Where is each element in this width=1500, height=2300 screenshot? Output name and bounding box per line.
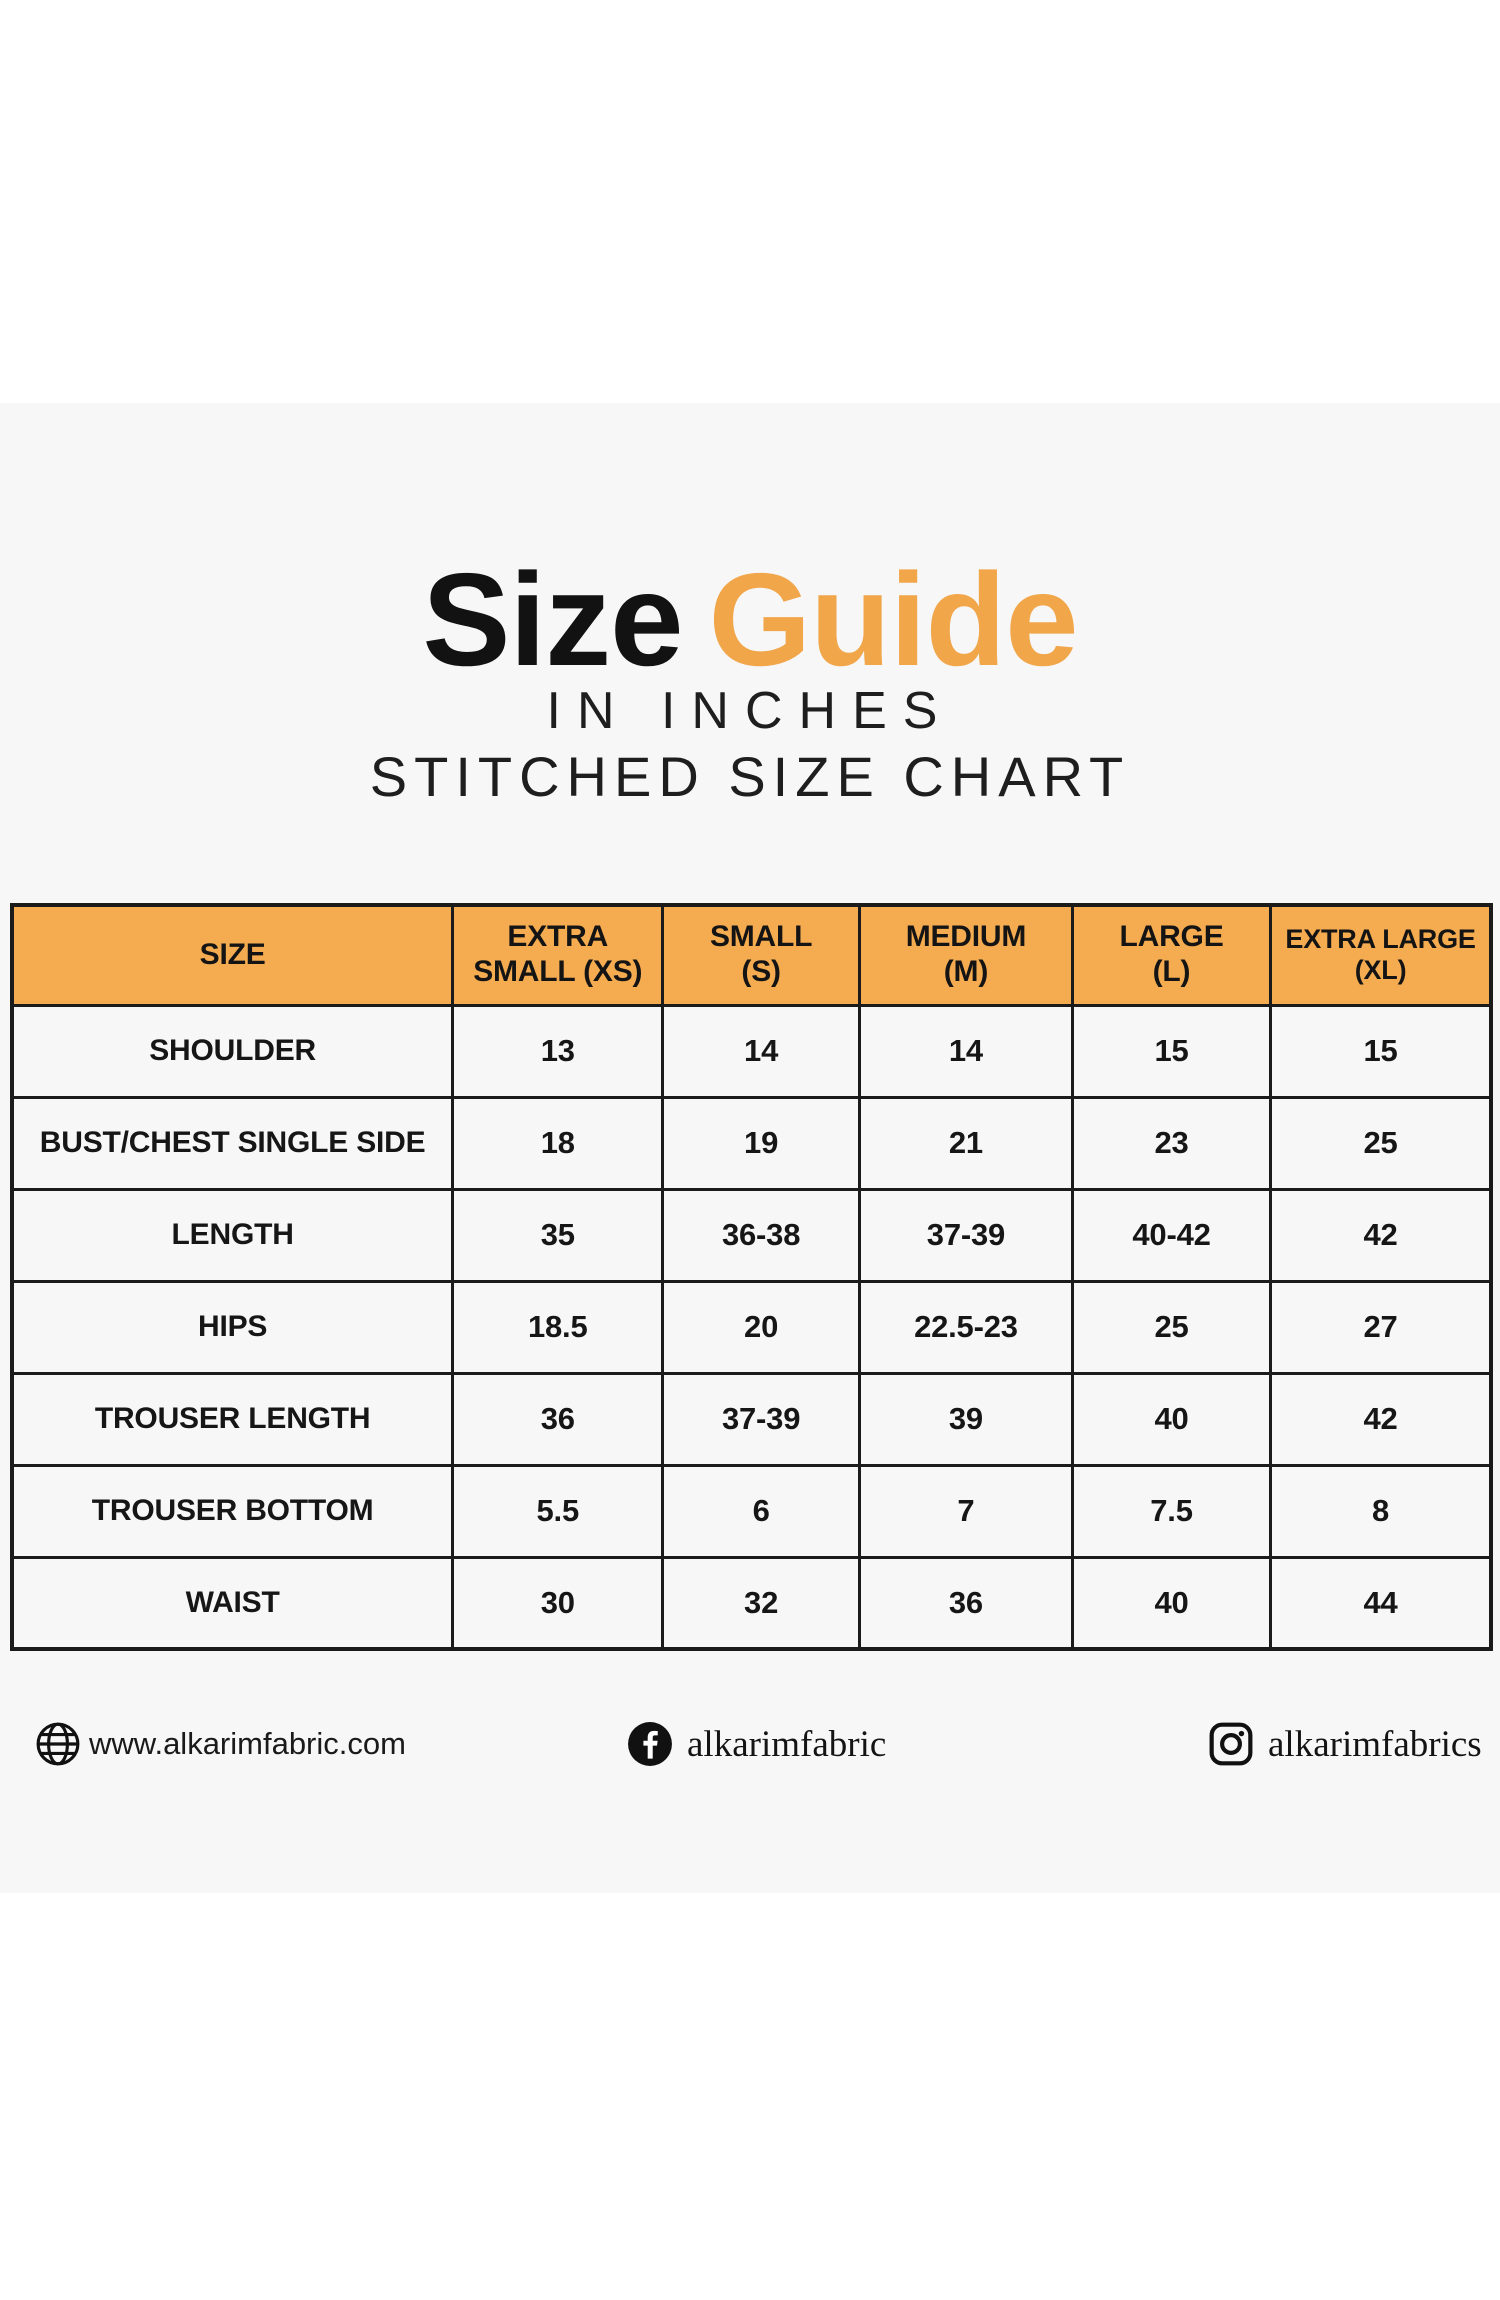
size-table: SIZE EXTRA SMALL (XS) SMALL (S) MEDIUM (…: [10, 903, 1493, 1651]
value-cell: 18: [451, 1095, 665, 1191]
footer-website: www.alkarimfabric.com: [35, 1712, 406, 1776]
row-label-cell: WAIST: [10, 1555, 455, 1651]
value-cell: 35: [451, 1187, 665, 1283]
value-cell: 37-39: [661, 1371, 861, 1467]
value-cell: 25: [1269, 1095, 1493, 1191]
table-row: LENGTH 35 36-38 37-39 40-42 42: [10, 1187, 1493, 1283]
value-cell: 36: [451, 1371, 665, 1467]
facebook-icon: [628, 1722, 672, 1766]
instagram-handle: alkarimfabrics: [1268, 1723, 1482, 1765]
value-cell: 7: [857, 1463, 1074, 1559]
value-cell: 32: [661, 1555, 861, 1651]
value-cell: 5.5: [451, 1463, 665, 1559]
row-label-cell: TROUSER BOTTOM: [10, 1463, 455, 1559]
footer-facebook: alkarimfabric: [627, 1712, 886, 1776]
value-cell: 22.5-23: [857, 1279, 1074, 1375]
header-cell-size: SIZE: [10, 903, 455, 1007]
value-cell: 20: [661, 1279, 861, 1375]
value-cell: 19: [661, 1095, 861, 1191]
row-label-cell: BUST/CHEST SINGLE SIDE: [10, 1095, 455, 1191]
value-cell: 36-38: [661, 1187, 861, 1283]
value-cell: 25: [1070, 1279, 1273, 1375]
header-cell-xl: EXTRA LARGE (XL): [1269, 903, 1493, 1007]
value-cell: 37-39: [857, 1187, 1074, 1283]
page-title: Size Guide: [0, 545, 1500, 697]
value-cell: 6: [661, 1463, 861, 1559]
row-label-cell: SHOULDER: [10, 1003, 455, 1099]
value-cell: 18.5: [451, 1279, 665, 1375]
value-cell: 40-42: [1070, 1187, 1273, 1283]
subtitle-chart: STITCHED SIZE CHART: [369, 745, 1131, 808]
header-cell-xs: EXTRA SMALL (XS): [451, 903, 665, 1007]
value-cell: 40: [1070, 1371, 1273, 1467]
globe-icon: [36, 1722, 80, 1766]
value-cell: 14: [857, 1003, 1074, 1099]
value-cell: 40: [1070, 1555, 1273, 1651]
table-row: TROUSER BOTTOM 5.5 6 7 7.5 8: [10, 1463, 1493, 1559]
value-cell: 42: [1269, 1187, 1493, 1283]
table-row: BUST/CHEST SINGLE SIDE 18 19 21 23 25: [10, 1095, 1493, 1191]
value-cell: 14: [661, 1003, 861, 1099]
value-cell: 42: [1269, 1371, 1493, 1467]
table-header-row: SIZE EXTRA SMALL (XS) SMALL (S) MEDIUM (…: [10, 903, 1493, 1007]
value-cell: 44: [1269, 1555, 1493, 1651]
table-row: TROUSER LENGTH 36 37-39 39 40 42: [10, 1371, 1493, 1467]
value-cell: 15: [1070, 1003, 1273, 1099]
value-cell: 39: [857, 1371, 1074, 1467]
value-cell: 7.5: [1070, 1463, 1273, 1559]
value-cell: 30: [451, 1555, 665, 1651]
value-cell: 27: [1269, 1279, 1493, 1375]
value-cell: 8: [1269, 1463, 1493, 1559]
title-word-size: Size: [422, 546, 683, 693]
value-cell: 36: [857, 1555, 1074, 1651]
table-row: WAIST 30 32 36 40 44: [10, 1555, 1493, 1651]
website-url: www.alkarimfabric.com: [89, 1726, 406, 1761]
table-row: SHOULDER 13 14 14 15 15: [10, 1003, 1493, 1099]
instagram-icon: [1209, 1722, 1253, 1766]
subtitle-units: IN INCHES: [546, 682, 954, 740]
value-cell: 13: [451, 1003, 665, 1099]
row-label-cell: LENGTH: [10, 1187, 455, 1283]
value-cell: 23: [1070, 1095, 1273, 1191]
row-label-cell: HIPS: [10, 1279, 455, 1375]
header-cell-l: LARGE (L): [1070, 903, 1273, 1007]
facebook-handle: alkarimfabric: [687, 1723, 887, 1765]
value-cell: 21: [857, 1095, 1074, 1191]
header-cell-m: MEDIUM (M): [857, 903, 1074, 1007]
footer-instagram: alkarimfabrics: [1208, 1712, 1482, 1776]
header-cell-s: SMALL (S): [661, 903, 861, 1007]
value-cell: 15: [1269, 1003, 1493, 1099]
table-row: HIPS 18.5 20 22.5-23 25 27: [10, 1279, 1493, 1375]
title-word-guide: Guide: [708, 546, 1079, 693]
row-label-cell: TROUSER LENGTH: [10, 1371, 455, 1467]
